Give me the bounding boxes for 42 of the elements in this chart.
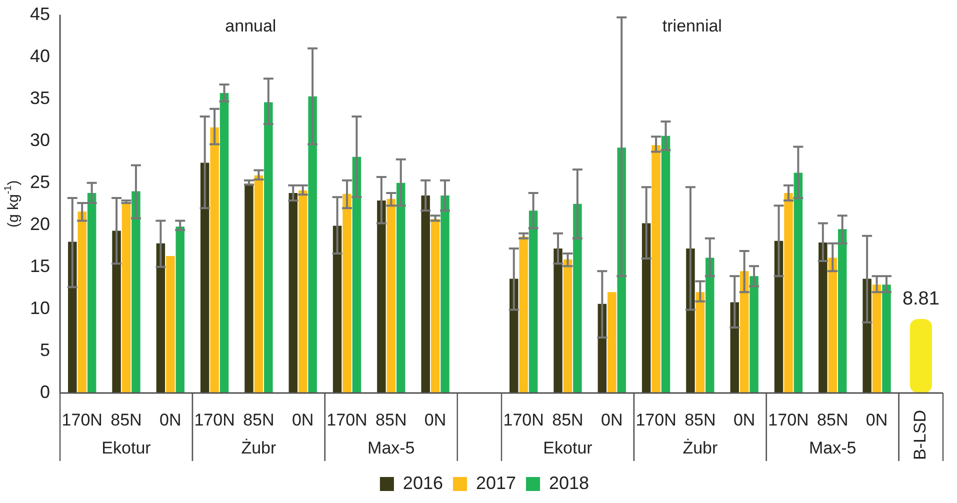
x-tick-label: 170N	[503, 410, 544, 430]
x-tick-label: 0N	[601, 410, 623, 430]
y-tick-label: 20	[30, 214, 50, 234]
text: Ekotur	[102, 438, 152, 458]
data-label: 8.81	[902, 288, 940, 310]
y-tick-label: 10	[30, 298, 50, 318]
text: Żubr	[682, 438, 718, 458]
x-tick-label: 85N	[110, 410, 142, 430]
y-tick-label: 15	[30, 256, 50, 276]
y-tick-label: 45	[30, 4, 50, 24]
x-tick-label: 85N	[817, 410, 848, 430]
y-tick-label: 5	[40, 340, 50, 360]
annotation: annual	[225, 16, 276, 36]
legend-label: 2016	[402, 472, 443, 493]
x-tick-label: 85N	[684, 410, 716, 430]
x-tick-label: 85N	[376, 410, 407, 430]
x-tick-label: 170N	[62, 410, 102, 430]
x-tick-label: 0N	[733, 410, 756, 430]
x-tick-label: 85N	[243, 410, 274, 430]
y-tick-label: 0	[40, 382, 50, 402]
legend-label: 2017	[476, 472, 516, 493]
x-tick-label: 0N	[160, 410, 182, 430]
x-tick-label: 0N	[424, 410, 446, 430]
x-tick-label: 85N	[552, 410, 584, 430]
x-tick-label: 0N	[292, 410, 314, 430]
text: Ekotur	[543, 438, 593, 458]
x-tick-label: 170N	[194, 410, 235, 430]
y-tick-label: 35	[30, 88, 50, 108]
x-tick-label: B-LSD	[910, 410, 930, 460]
x-tick-label: 0N	[866, 410, 888, 430]
text: Max-5	[809, 438, 856, 458]
y-axis-title: (g kg-1)	[2, 180, 22, 228]
y-tick-label: 30	[30, 130, 50, 150]
x-tick-label: 170N	[768, 410, 809, 430]
annotation: triennial	[662, 16, 722, 36]
y-tick-label: 40	[30, 46, 50, 66]
x-tick-label: 170N	[326, 410, 368, 430]
text: Max-5	[368, 438, 415, 458]
legend-label: 2018	[549, 472, 590, 493]
x-tick-label: 170N	[636, 410, 676, 430]
y-tick-label: 25	[30, 172, 50, 192]
text: Żubr	[241, 438, 276, 458]
